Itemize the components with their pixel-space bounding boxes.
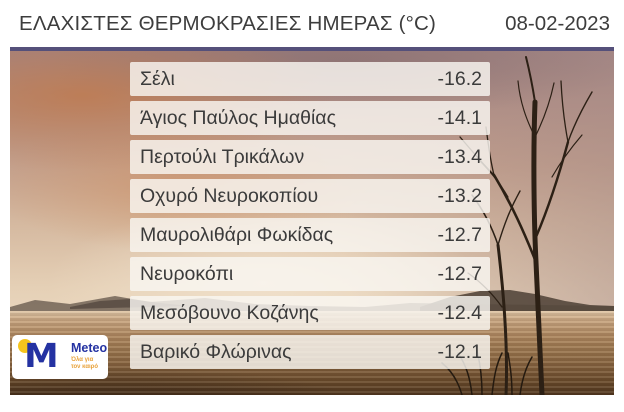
temperature-cell: -13.4: [437, 145, 482, 168]
location-cell: Άγιος Παύλος Ημαθίας: [140, 106, 336, 129]
temperature-cell: -16.2: [437, 67, 482, 90]
temperature-cell: -12.4: [437, 301, 482, 324]
table-row: Σέλι -16.2: [130, 62, 490, 96]
logo-tagline-line1: Όλα για: [71, 357, 94, 363]
table-row: Οχυρό Νευροκοπίου -13.2: [130, 179, 490, 213]
location-cell: Νευροκόπι: [140, 262, 234, 285]
logo-m-icon: M: [24, 336, 59, 375]
location-cell: Οχυρό Νευροκοπίου: [140, 184, 319, 207]
temperature-table: Σέλι -16.2 Άγιος Παύλος Ημαθίας -14.1 Πε…: [130, 62, 490, 374]
table-row: Άγιος Παύλος Ημαθίας -14.1: [130, 101, 490, 135]
temperature-cell: -12.1: [437, 340, 482, 363]
temperature-cell: -14.1: [437, 106, 482, 129]
location-cell: Σέλι: [140, 67, 175, 90]
background-photo: Σέλι -16.2 Άγιος Παύλος Ημαθίας -14.1 Πε…: [10, 47, 614, 395]
header-divider-line: [10, 47, 614, 51]
logo-brand-text: Meteo: [71, 341, 108, 355]
table-row: Μαυρολιθάρι Φωκίδας -12.7: [130, 218, 490, 252]
header-bar: ΕΛΑΧΙΣΤΕΣ ΘΕΡΜΟΚΡΑΣΙΕΣ ΗΜΕΡΑΣ (°C) 08-02…: [0, 0, 624, 47]
temperature-cell: -13.2: [437, 184, 482, 207]
location-cell: Βαρικό Φλώρινας: [140, 340, 292, 363]
table-row: Μεσόβουνο Κοζάνης -12.4: [130, 296, 490, 330]
logo-wordmark: Meteo Όλα για τον καιρό: [71, 342, 107, 371]
temperature-cell: -12.7: [437, 262, 482, 285]
logo-tagline: Όλα για τον καιρό: [71, 357, 107, 371]
meteo-logo: M Meteo Όλα για τον καιρό: [12, 335, 108, 379]
location-cell: Μεσόβουνο Κοζάνης: [140, 301, 319, 324]
date-label: 08-02-2023: [505, 12, 610, 35]
table-row: Περτούλι Τρικάλων -13.4: [130, 140, 490, 174]
location-cell: Περτούλι Τρικάλων: [140, 145, 305, 168]
page-title: ΕΛΑΧΙΣΤΕΣ ΘΕΡΜΟΚΡΑΣΙΕΣ ΗΜΕΡΑΣ (°C): [19, 12, 437, 35]
location-cell: Μαυρολιθάρι Φωκίδας: [140, 223, 334, 246]
logo-tagline-line2: τον καιρό: [71, 364, 99, 370]
temperature-cell: -12.7: [437, 223, 482, 246]
logo-sun-icon: [18, 339, 32, 353]
table-row: Βαρικό Φλώρινας -12.1: [130, 335, 490, 369]
table-row: Νευροκόπι -12.7: [130, 257, 490, 291]
